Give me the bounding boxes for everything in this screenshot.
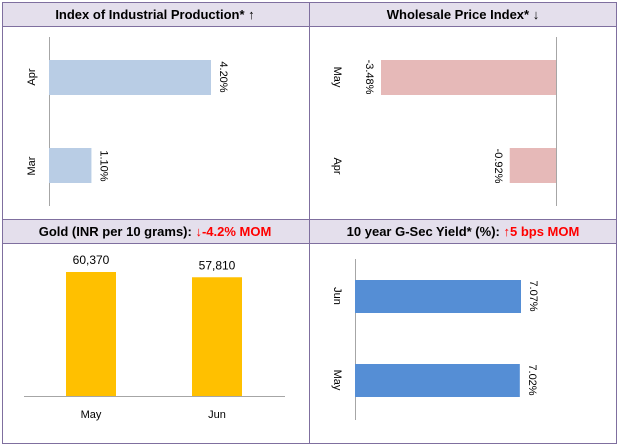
gold-data-label-jun: 57,810 [199, 258, 236, 272]
gsec-data-label-may: 7.02% [526, 364, 538, 395]
iip-data-label-apr: 4.20% [217, 61, 229, 92]
gsec-tick-label-jun: Jun [331, 287, 343, 305]
gold-title: Gold (INR per 10 grams): ↓-4.2% MOM [39, 224, 272, 239]
iip-bar-apr [49, 60, 211, 95]
gsec-data-label-jun: 7.07% [527, 280, 539, 311]
gsec-tick-label-may: May [331, 370, 343, 391]
gold-tick-label-jun: Jun [208, 409, 226, 421]
gsec-change: ↑5 bps MOM [503, 224, 579, 239]
iip-header-bg [2, 2, 309, 26]
iip-bar-mar [49, 148, 92, 183]
wpi-title-text: Wholesale Price Index* [387, 7, 530, 22]
gold-bar-jun [192, 277, 242, 396]
wpi-data-label-apr: -0.92% [492, 149, 504, 184]
iip-title: Index of Industrial Production* ↑ [55, 7, 254, 22]
wpi-title: Wholesale Price Index* ↓ [387, 7, 539, 22]
gsec-title-text: 10 year G-Sec Yield* (%): [347, 224, 500, 239]
wpi-bar-apr [509, 148, 556, 183]
iip-tick-label-mar: Mar [26, 156, 38, 175]
iip-title-text: Index of Industrial Production* [55, 7, 245, 22]
charts-layer: 4.20% Apr 1.10% Mar -3.48% May -0.92% Apr 60,370… [24, 37, 557, 421]
arrow-up-icon: ↑ [248, 7, 255, 22]
gsec-bar-jun [355, 280, 521, 313]
iip-tick-label-apr: Apr [26, 68, 38, 85]
gsec-title: 10 year G-Sec Yield* (%): ↑5 bps MOM [347, 224, 580, 239]
gold-data-label-may: 60,370 [73, 253, 110, 267]
gsec-bar-may [355, 364, 520, 397]
wpi-bar-may [381, 60, 556, 95]
arrow-down-icon: ↓ [533, 7, 540, 22]
gold-tick-label-may: May [81, 409, 102, 421]
gold-title-text: Gold (INR per 10 grams): [39, 224, 196, 239]
gold-change: ↓-4.2% MOM [195, 224, 271, 239]
gold-header-bg [2, 219, 309, 243]
gold-bar-may [66, 272, 116, 396]
wpi-tick-label-apr: Apr [331, 157, 343, 174]
iip-data-label-mar: 1.10% [98, 150, 110, 181]
wpi-tick-label-may: May [331, 67, 343, 88]
gsec-header-bg [309, 219, 617, 243]
wpi-data-label-may: -3.48% [363, 60, 375, 95]
wpi-header-bg [309, 2, 617, 26]
